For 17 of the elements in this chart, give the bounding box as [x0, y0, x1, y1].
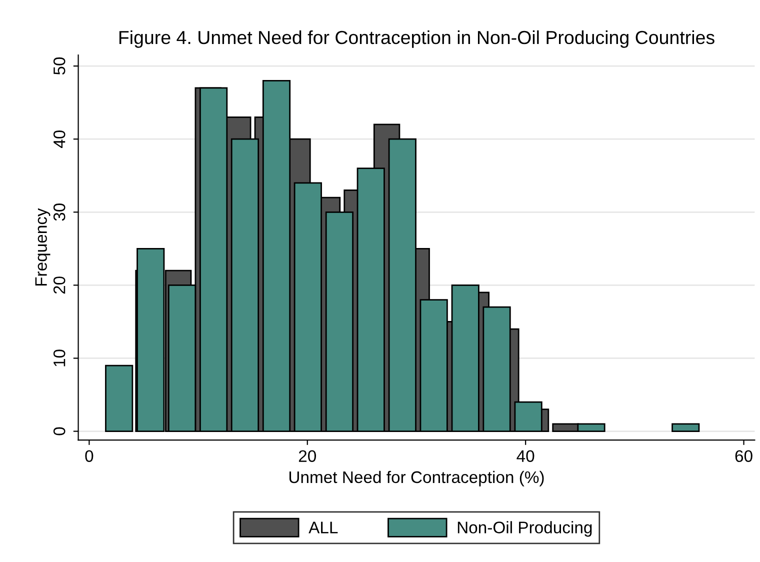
y-axis-title: Frequency	[35, 208, 50, 286]
y-tick-label: 30	[53, 204, 66, 221]
y-tick-label: 40	[53, 130, 66, 148]
x-tick-label: 60	[735, 450, 752, 462]
x-tick-label: 40	[516, 450, 534, 462]
y-tick-label: 50	[53, 57, 66, 75]
bar	[105, 364, 134, 432]
y-tick-label: 10	[53, 350, 66, 366]
chart-title: Figure 4. Unmet Need for Contraception in Non-Oil Producing Countries	[119, 30, 714, 48]
y-tick-label: 0	[53, 427, 66, 436]
x-tick-label: 0	[85, 450, 94, 462]
x-axis-title: Unmet Need for Contraception (%)	[289, 470, 544, 486]
x-tick-label: 20	[298, 450, 316, 462]
legend-label: ALL	[308, 522, 338, 534]
y-tick-label: 20	[53, 276, 66, 294]
bar	[672, 423, 700, 432]
legend-label: Non-Oil Producing	[458, 521, 592, 537]
